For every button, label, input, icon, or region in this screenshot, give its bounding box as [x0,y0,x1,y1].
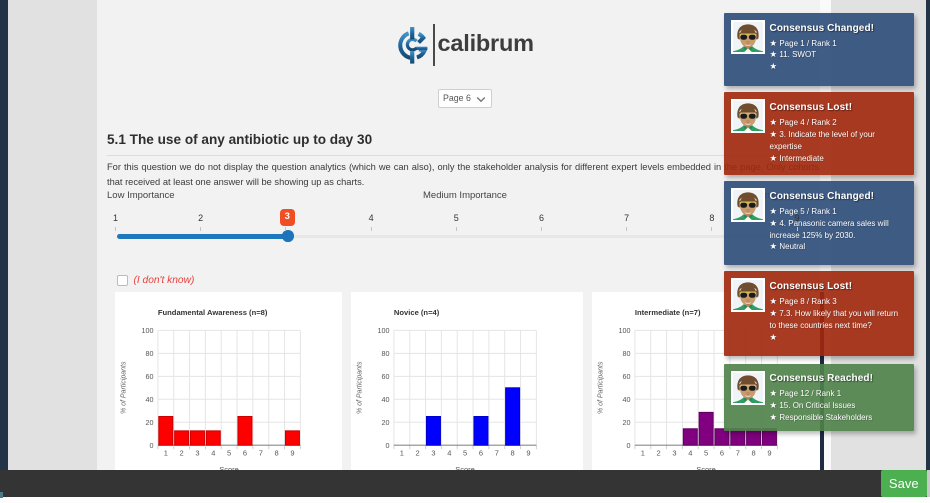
svg-text:100: 100 [141,326,153,335]
svg-text:80: 80 [622,349,630,358]
svg-text:20: 20 [145,418,153,427]
svg-text:40: 40 [622,395,630,404]
svg-text:% of Participants: % of Participants [357,361,364,414]
svg-text:% of Participants: % of Participants [120,361,127,414]
svg-text:8: 8 [511,448,515,457]
svg-text:4: 4 [448,448,452,457]
svg-text:9: 9 [767,448,771,457]
svg-text:8: 8 [274,448,278,457]
svg-text:60: 60 [145,372,153,381]
svg-text:6: 6 [242,448,246,457]
svg-text:60: 60 [382,372,390,381]
svg-text:1: 1 [640,448,644,457]
svg-text:Score: Score [219,465,239,470]
svg-text:20: 20 [382,418,390,427]
svg-text:2: 2 [179,448,183,457]
svg-text:8: 8 [751,448,755,457]
svg-text:80: 80 [145,349,153,358]
svg-text:3: 3 [195,448,199,457]
svg-text:80: 80 [382,349,390,358]
svg-text:Score: Score [456,465,476,470]
svg-text:3: 3 [672,448,676,457]
svg-text:6: 6 [479,448,483,457]
svg-text:0: 0 [149,441,153,450]
svg-text:40: 40 [145,395,153,404]
svg-text:60: 60 [622,372,630,381]
svg-text:100: 100 [378,326,390,335]
svg-text:6: 6 [719,448,723,457]
svg-text:7: 7 [735,448,739,457]
svg-text:5: 5 [463,448,467,457]
svg-text:Fundamental Awareness (n=8): Fundamental Awareness (n=8) [157,308,267,317]
svg-text:0: 0 [386,441,390,450]
svg-text:9: 9 [527,448,531,457]
svg-text:2: 2 [416,448,420,457]
svg-text:% of Participants: % of Participants [597,361,604,414]
svg-text:1: 1 [400,448,404,457]
svg-text:4: 4 [211,448,215,457]
svg-text:9: 9 [290,448,294,457]
svg-text:Intermediate (n=7): Intermediate (n=7) [634,308,700,317]
svg-text:40: 40 [382,395,390,404]
svg-text:20: 20 [622,418,630,427]
svg-text:2: 2 [656,448,660,457]
svg-text:3: 3 [432,448,436,457]
svg-text:7: 7 [258,448,262,457]
svg-text:100: 100 [618,326,630,335]
svg-text:4: 4 [688,448,692,457]
svg-text:1: 1 [163,448,167,457]
svg-text:Novice (n=4): Novice (n=4) [394,308,440,317]
svg-text:5: 5 [227,448,231,457]
svg-text:Score: Score [696,465,716,470]
svg-text:0: 0 [626,441,630,450]
svg-text:5: 5 [704,448,708,457]
svg-text:7: 7 [495,448,499,457]
